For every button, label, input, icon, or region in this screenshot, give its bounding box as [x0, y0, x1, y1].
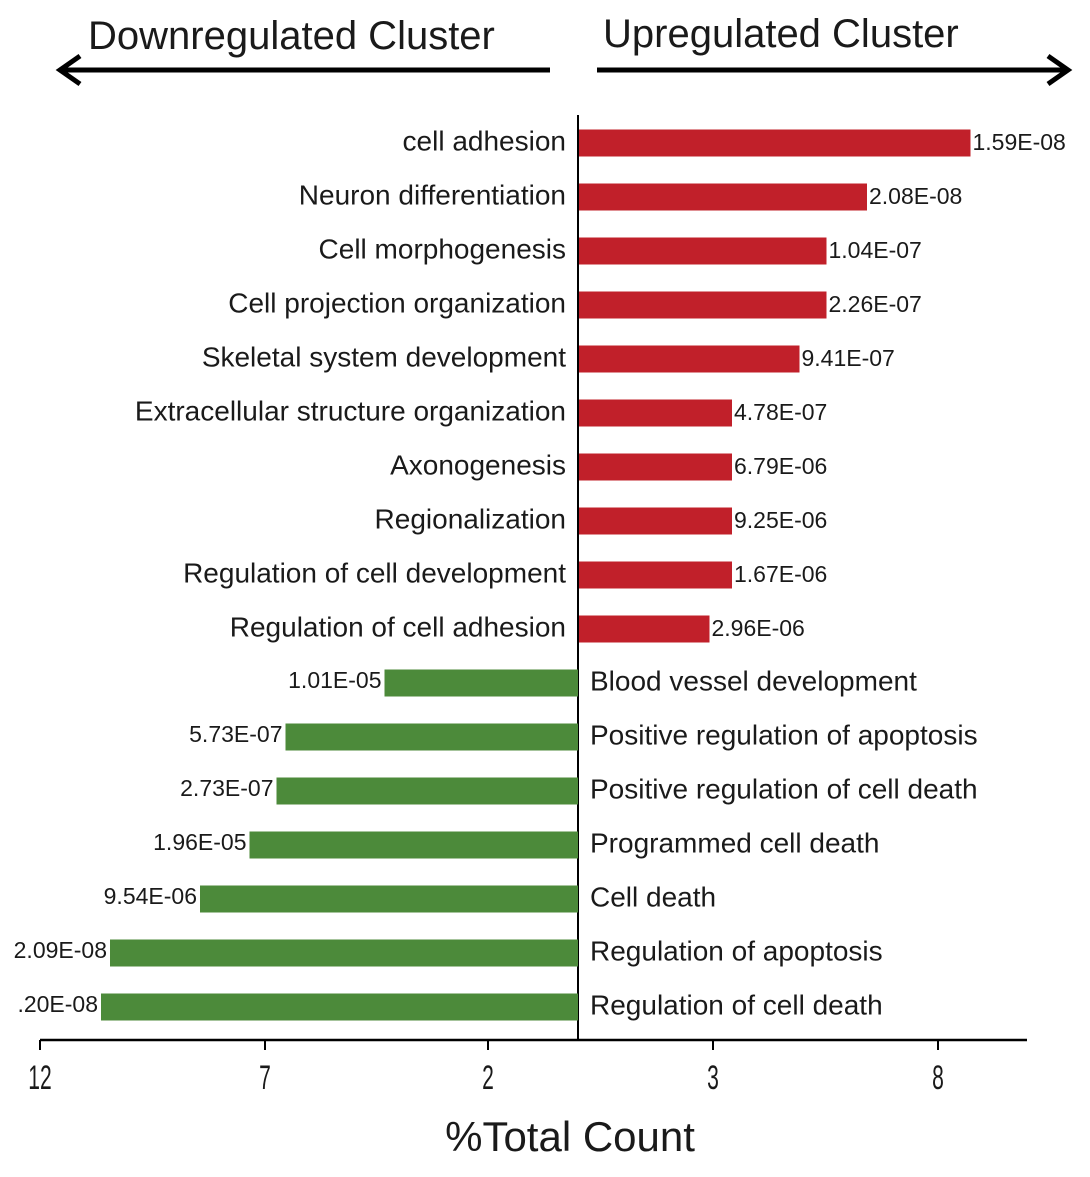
pvalue-label: 5.73E-07: [189, 721, 282, 747]
pvalue-label: 2.73E-07: [180, 775, 273, 801]
pvalue-label: 1.96E-05: [153, 829, 246, 855]
bar-up: [579, 129, 971, 157]
category-label: Positive regulation of cell death: [590, 773, 978, 804]
x-tick-label: 7: [259, 1058, 271, 1096]
pvalue-label: 2.08E-08: [869, 183, 962, 209]
category-label: Regulation of cell adhesion: [230, 611, 566, 642]
pvalue-label: 2.26E-07: [829, 291, 922, 317]
bar-up: [579, 561, 732, 589]
bar-down: [249, 831, 578, 859]
bar-down: [285, 723, 578, 751]
x-tick-label: 2: [482, 1058, 494, 1096]
downregulated-header: Downregulated Cluster: [88, 14, 495, 58]
right-arrow-head: [1046, 53, 1073, 87]
upregulated-header: Upregulated Cluster: [603, 12, 959, 56]
pvalue-label: 4.78E-07: [734, 399, 827, 425]
x-axis-title: %Total Count: [445, 1113, 695, 1160]
bar-up: [579, 507, 732, 535]
bar-up: [579, 345, 800, 373]
pvalue-label: .20E-08: [17, 991, 98, 1017]
category-label: Extracellular structure organization: [135, 395, 566, 426]
bar-down: [101, 993, 578, 1021]
category-label: Regulation of apoptosis: [590, 935, 883, 966]
bar-down: [384, 669, 578, 697]
bar-up: [579, 615, 710, 643]
x-tick-label: 12: [28, 1058, 51, 1096]
category-label: Cell projection organization: [228, 287, 566, 318]
category-label: Cell morphogenesis: [319, 233, 566, 264]
category-label: Programmed cell death: [590, 827, 879, 858]
category-label: Neuron differentiation: [299, 179, 566, 210]
pvalue-label: 2.96E-06: [712, 615, 805, 641]
category-label: Skeletal system development: [202, 341, 566, 372]
bar-up: [579, 453, 732, 481]
category-label: Axonogenesis: [390, 449, 566, 480]
bar-down: [276, 777, 578, 805]
category-label: Regionalization: [375, 503, 566, 534]
bar-up: [579, 237, 827, 265]
left-arrow-head: [55, 53, 82, 87]
pvalue-label: 2.09E-08: [14, 937, 107, 963]
pvalue-label: 9.54E-06: [104, 883, 197, 909]
bar-up: [579, 183, 867, 211]
category-label: Cell death: [590, 881, 716, 912]
pvalue-label: 1.59E-08: [973, 129, 1066, 155]
pvalue-label: 6.79E-06: [734, 453, 827, 479]
bar-down: [110, 939, 578, 967]
category-label: Regulation of cell death: [590, 989, 883, 1020]
pvalue-label: 9.41E-07: [802, 345, 895, 371]
x-tick-label: 8: [932, 1058, 944, 1096]
category-label: Regulation of cell development: [183, 557, 566, 588]
bar-up: [579, 291, 827, 319]
pvalue-label: 1.67E-06: [734, 561, 827, 587]
category-label: cell adhesion: [403, 125, 566, 156]
bar-up: [579, 399, 732, 427]
bar-down: [200, 885, 578, 913]
category-label: Positive regulation of apoptosis: [590, 719, 978, 750]
pvalue-label: 9.25E-06: [734, 507, 827, 533]
x-tick-label: 3: [707, 1058, 719, 1096]
category-label: Blood vessel development: [590, 665, 917, 696]
pvalue-label: 1.04E-07: [829, 237, 922, 263]
pvalue-label: 1.01E-05: [288, 667, 381, 693]
